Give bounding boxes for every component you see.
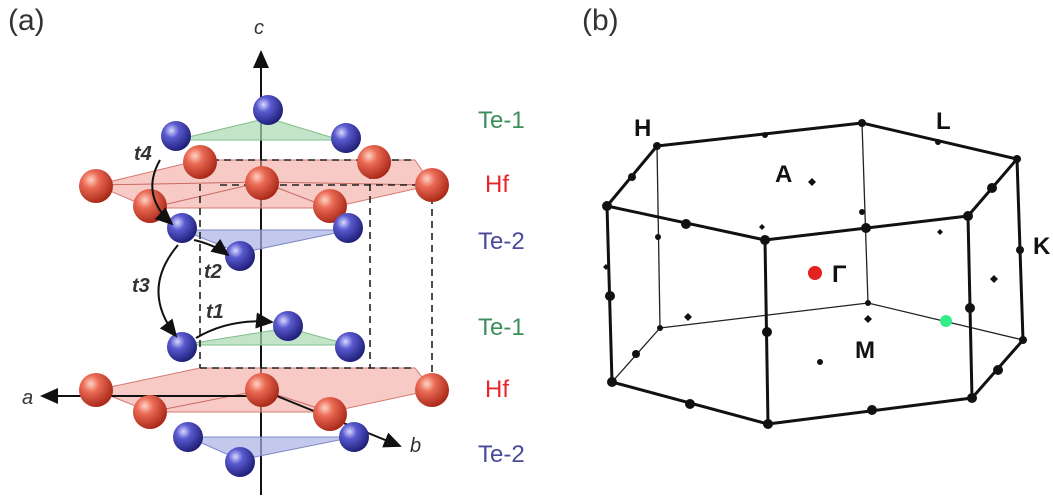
hop-t1-arrow xyxy=(195,312,274,339)
hop-label-t2: t2 xyxy=(204,261,222,283)
te-atom xyxy=(167,332,197,362)
layer-label-te1-lower: Te-1 xyxy=(478,314,525,341)
unit-cell-dashed xyxy=(199,159,433,390)
bz-label-A: A xyxy=(775,161,792,188)
hf-atom xyxy=(357,145,391,179)
hf-atom xyxy=(79,169,113,203)
bz-face-centers xyxy=(603,178,998,323)
layer-label-te2-lower: Te-2 xyxy=(478,441,525,468)
te-atom xyxy=(335,332,365,362)
panel-b: (b) xyxy=(582,4,1051,429)
hf-atom xyxy=(313,397,347,431)
hop-label-t3: t3 xyxy=(132,275,150,297)
c-axis-label: c xyxy=(254,17,264,39)
bz-hidden-edges xyxy=(611,122,1024,383)
hop-label-t1: t1 xyxy=(206,301,224,323)
bz-label-L: L xyxy=(936,108,951,135)
hf-atom xyxy=(79,373,113,407)
panel-a-tag: (a) xyxy=(8,4,45,37)
b-axis-label: b xyxy=(410,435,421,457)
bz-points xyxy=(602,119,1027,429)
a-axis-label: a xyxy=(22,387,33,409)
te-atom xyxy=(333,213,363,243)
te-atom xyxy=(161,121,191,151)
hf-atom xyxy=(133,395,167,429)
bz-label-M: M xyxy=(855,337,875,364)
gamma-point xyxy=(808,266,822,280)
panel-a: (a) c a xyxy=(8,4,525,495)
layer-label-hf-lower: Hf xyxy=(485,376,509,403)
te-atom xyxy=(273,311,303,341)
layer-label-te2-upper: Te-2 xyxy=(478,228,525,255)
hf-atom xyxy=(245,373,279,407)
te-atom xyxy=(253,95,283,125)
layer-label-hf-upper: Hf xyxy=(485,171,509,198)
te-atom xyxy=(331,123,361,153)
hf-atom xyxy=(245,166,279,200)
hop-t3-arrow xyxy=(157,244,179,338)
layer-label-te1-upper: Te-1 xyxy=(478,107,525,134)
te-atom xyxy=(225,241,255,271)
te-atom xyxy=(339,422,369,452)
te1-lower-triangle xyxy=(181,327,351,346)
te-atom xyxy=(173,422,203,452)
hf-atom xyxy=(313,189,347,223)
hop-t2-arrow xyxy=(193,238,230,257)
hf-atom xyxy=(415,373,449,407)
bz-label-H: H xyxy=(634,115,651,142)
panel-b-tag: (b) xyxy=(582,4,619,37)
bz-label-gamma: Γ xyxy=(832,261,847,288)
te-atom xyxy=(225,447,255,477)
te-atom xyxy=(167,213,197,243)
hf-atom xyxy=(415,168,449,202)
bz-label-K: K xyxy=(1033,233,1051,260)
te1-upper-triangle xyxy=(175,117,341,141)
te2-lower-triangle xyxy=(187,436,355,461)
hf-atom xyxy=(183,145,217,179)
te2-upper-triangle xyxy=(181,229,351,254)
hop-t4-arrow xyxy=(151,159,174,226)
hop-label-t4: t4 xyxy=(134,143,152,165)
hf-atom xyxy=(133,189,167,223)
highlight-point xyxy=(940,315,952,327)
